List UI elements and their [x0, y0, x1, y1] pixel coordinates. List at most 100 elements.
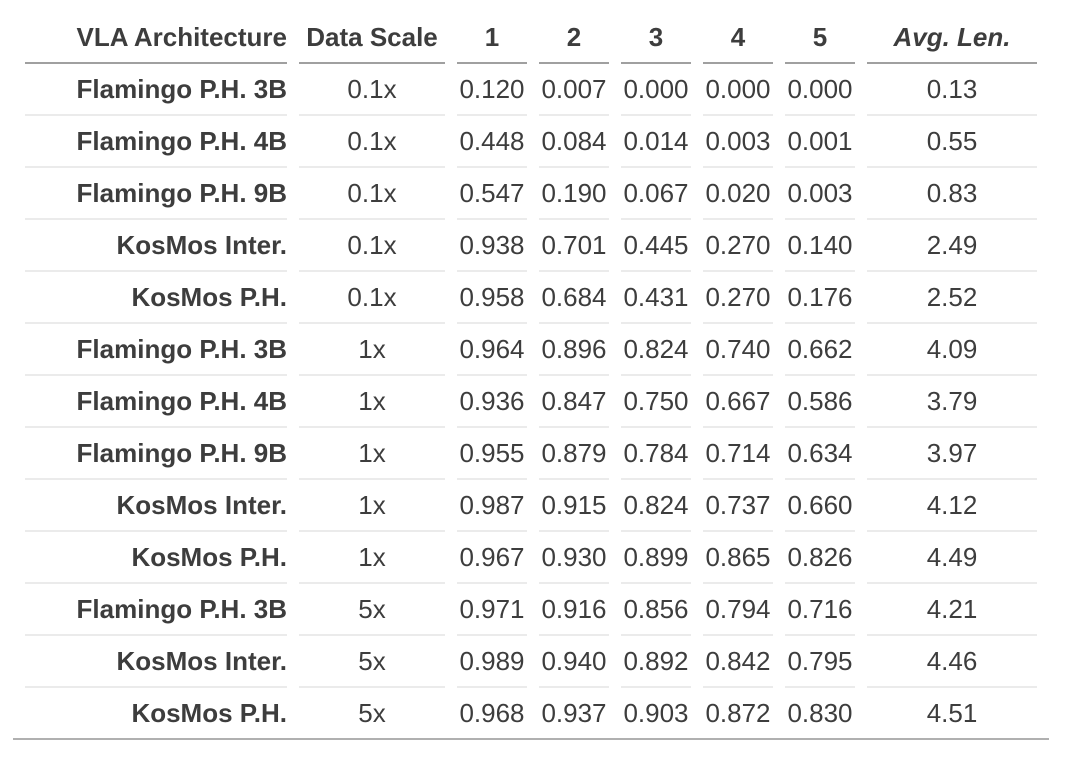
cell-success-rate: 0.795 [785, 636, 855, 688]
cell-success-rate: 0.987 [457, 480, 527, 532]
cell-success-rate: 0.892 [621, 636, 691, 688]
cell-success-rate: 0.856 [621, 584, 691, 636]
col-header-4: 4 [703, 12, 773, 64]
col-header-1: 1 [457, 12, 527, 64]
cell-architecture: KosMos Inter. [25, 480, 287, 532]
table-row: Flamingo P.H. 3B 1x 0.964 0.896 0.824 0.740 0.… [25, 324, 1037, 376]
cell-success-rate: 0.445 [621, 220, 691, 272]
cell-data-scale: 1x [299, 480, 445, 532]
cell-success-rate: 0.662 [785, 324, 855, 376]
cell-avg-len: 4.49 [867, 532, 1037, 584]
cell-architecture: KosMos P.H. [25, 272, 287, 324]
cell-success-rate: 0.824 [621, 324, 691, 376]
table-row: KosMos Inter. 1x 0.987 0.915 0.824 0.737 0.660… [25, 480, 1037, 532]
cell-success-rate: 0.958 [457, 272, 527, 324]
cell-success-rate: 0.547 [457, 168, 527, 220]
cell-success-rate: 0.737 [703, 480, 773, 532]
col-header-avg-len: Avg. Len. [867, 12, 1037, 64]
cell-success-rate: 0.784 [621, 428, 691, 480]
cell-success-rate: 0.003 [703, 116, 773, 168]
table-row: Flamingo P.H. 3B 0.1x 0.120 0.007 0.000 0.000… [25, 64, 1037, 116]
cell-success-rate: 0.940 [539, 636, 609, 688]
table-row: Flamingo P.H. 4B 0.1x 0.448 0.084 0.014 0.003… [25, 116, 1037, 168]
cell-architecture: Flamingo P.H. 9B [25, 428, 287, 480]
cell-success-rate: 0.140 [785, 220, 855, 272]
col-header-vla-architecture: VLA Architecture [25, 12, 287, 64]
cell-data-scale: 1x [299, 428, 445, 480]
table-row: KosMos Inter. 0.1x 0.938 0.701 0.445 0.270 0.1… [25, 220, 1037, 272]
cell-success-rate: 0.916 [539, 584, 609, 636]
cell-success-rate: 0.865 [703, 532, 773, 584]
cell-data-scale: 5x [299, 636, 445, 688]
cell-success-rate: 0.824 [621, 480, 691, 532]
cell-success-rate: 0.872 [705, 697, 771, 728]
cell-success-rate: 0.938 [457, 220, 527, 272]
cell-success-rate: 0.120 [457, 64, 527, 116]
results-table: VLA Architecture Data Scale 1 2 3 4 5 Avg. Len.… [13, 12, 1049, 740]
cell-avg-len: 4.46 [867, 636, 1037, 688]
col-header-3: 3 [621, 12, 691, 64]
cell-success-rate: 0.930 [539, 532, 609, 584]
table-body: Flamingo P.H. 3B 0.1x 0.120 0.007 0.000 0.000… [25, 64, 1037, 738]
cell-data-scale: 0.1x [299, 168, 445, 220]
cell-success-rate: 0.794 [703, 584, 773, 636]
cell-architecture: Flamingo P.H. 3B [25, 64, 287, 116]
cell-architecture: Flamingo P.H. 4B [25, 116, 287, 168]
cell-avg-len: 4.21 [867, 584, 1037, 636]
cell-success-rate: 0.176 [785, 272, 855, 324]
cell-success-rate: 0.964 [457, 324, 527, 376]
cell-avg-len: 3.97 [867, 428, 1037, 480]
cell-avg-len: 4.51 [926, 697, 978, 728]
cell-success-rate: 0.001 [785, 116, 855, 168]
cell-success-rate: 0.716 [785, 584, 855, 636]
cell-success-rate: 0.667 [703, 376, 773, 428]
cell-data-scale: 1x [299, 324, 445, 376]
cell-avg-len: 0.83 [867, 168, 1037, 220]
cell-architecture: Flamingo P.H. 4B [25, 376, 287, 428]
cell-architecture: Flamingo P.H. 9B [25, 168, 287, 220]
cell-data-scale: 5x [299, 584, 445, 636]
table-row: KosMos P.H. 0.1x 0.958 0.684 0.431 0.270 0.176… [25, 272, 1037, 324]
cell-success-rate: 0.000 [703, 64, 773, 116]
cell-success-rate: 0.084 [539, 116, 609, 168]
cell-success-rate: 0.955 [457, 428, 527, 480]
cell-success-rate: 0.750 [621, 376, 691, 428]
cell-success-rate: 0.936 [457, 376, 527, 428]
cell-data-scale: 1x [299, 376, 445, 428]
cell-success-rate: 0.014 [621, 116, 691, 168]
cell-success-rate: 0.190 [539, 168, 609, 220]
table-row: Flamingo P.H. 3B 5x 0.971 0.916 0.856 0.794 0.… [25, 584, 1037, 636]
cell-avg-len: 4.12 [867, 480, 1037, 532]
cell-avg-len: 2.52 [867, 272, 1037, 324]
table-row: Flamingo P.H. 9B 1x 0.955 0.879 0.784 0.714 0.… [25, 428, 1037, 480]
table-row: KosMos P.H. 5x 0.968 0.937 0.903 0.872 0.830 4.… [25, 688, 1037, 738]
cell-architecture: KosMos Inter. [25, 220, 287, 272]
cell-success-rate: 0.937 [541, 697, 607, 728]
cell-data-scale: 0.1x [299, 64, 445, 116]
cell-success-rate: 0.020 [703, 168, 773, 220]
cell-success-rate: 0.431 [621, 272, 691, 324]
cell-success-rate: 0.842 [703, 636, 773, 688]
cell-success-rate: 0.000 [785, 64, 855, 116]
cell-success-rate: 0.701 [539, 220, 609, 272]
cell-avg-len: 2.49 [867, 220, 1037, 272]
cell-success-rate: 0.915 [539, 480, 609, 532]
cell-data-scale: 5x [358, 697, 386, 728]
cell-success-rate: 0.448 [457, 116, 527, 168]
cell-success-rate: 0.714 [703, 428, 773, 480]
cell-success-rate: 0.879 [539, 428, 609, 480]
cell-success-rate: 0.684 [539, 272, 609, 324]
cell-architecture: Flamingo P.H. 3B [25, 584, 287, 636]
table-row: Flamingo P.H. 4B 1x 0.936 0.847 0.750 0.667 0.… [25, 376, 1037, 428]
cell-avg-len: 3.79 [867, 376, 1037, 428]
cell-success-rate: 0.000 [621, 64, 691, 116]
header-row: VLA Architecture Data Scale 1 2 3 4 5 Avg. Len. [25, 12, 1037, 64]
table-row: KosMos Inter. 5x 0.989 0.940 0.892 0.842 0.795… [25, 636, 1037, 688]
col-header-5: 5 [785, 12, 855, 64]
col-header-2: 2 [539, 12, 609, 64]
cell-data-scale: 0.1x [299, 220, 445, 272]
cell-success-rate: 0.270 [703, 272, 773, 324]
cell-architecture: KosMos P.H. [25, 532, 287, 584]
cell-avg-len: 0.13 [867, 64, 1037, 116]
cell-architecture: KosMos Inter. [25, 636, 287, 688]
